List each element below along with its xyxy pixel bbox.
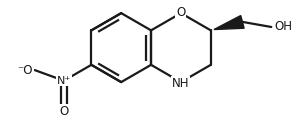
Text: N⁺: N⁺: [57, 76, 71, 86]
Text: ⁻O: ⁻O: [17, 64, 33, 77]
Text: NH: NH: [172, 77, 190, 90]
Text: O: O: [176, 6, 185, 19]
Text: OH: OH: [274, 20, 292, 34]
Text: O: O: [59, 105, 69, 118]
Polygon shape: [214, 16, 244, 30]
